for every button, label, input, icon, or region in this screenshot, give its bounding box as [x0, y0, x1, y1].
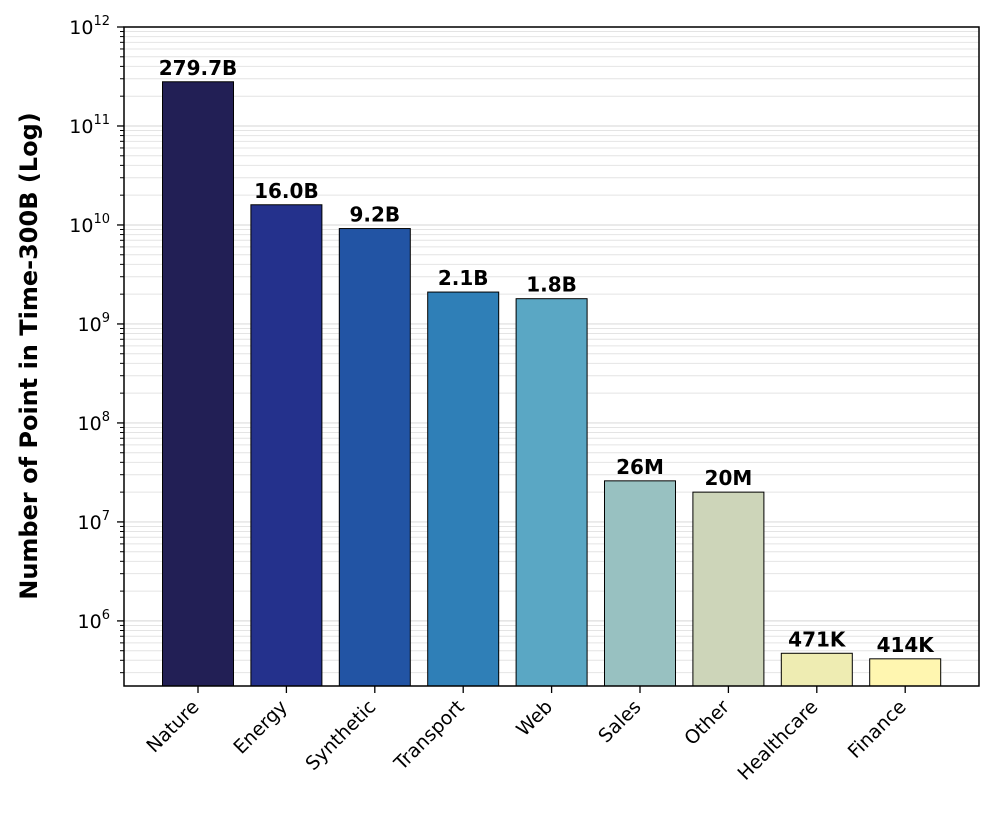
bar-healthcare: [780, 652, 853, 687]
x-tick-label: Synthetic: [301, 696, 380, 775]
bar-value-label: 16.0B: [254, 179, 319, 203]
bar-web: [515, 298, 588, 687]
y-tick-label: 107: [78, 509, 110, 534]
x-tick-label: Transport: [389, 696, 468, 775]
bar-value-label: 9.2B: [349, 203, 400, 227]
bar-energy: [250, 204, 323, 687]
y-axis-ticks: 106 107 108 109 1010 1011 1012: [69, 14, 124, 674]
bar-value-label: 471K: [788, 627, 847, 651]
bar-value-label: 279.7B: [159, 56, 238, 80]
bar-value-label: 414K: [877, 633, 936, 657]
y-axis-title: Number of Point in Time-300B (Log): [15, 112, 43, 600]
x-tick-label: Web: [512, 696, 557, 741]
bar-value-label: 20M: [705, 466, 753, 490]
y-tick-label: 106: [78, 608, 110, 633]
bar-finance: [869, 658, 942, 687]
bars: [162, 81, 942, 687]
x-axis-ticks: Nature Energy Synthetic Transport Web Sales Ot…: [142, 686, 911, 785]
x-tick-label: Finance: [844, 696, 911, 763]
bar-value-label: 2.1B: [438, 266, 489, 290]
y-tick-label: 109: [78, 311, 110, 336]
bar-value-label: 26M: [616, 455, 664, 479]
y-tick-label: 1012: [69, 14, 110, 39]
x-tick-label: Sales: [594, 696, 645, 747]
bar-transport: [427, 291, 500, 687]
bar-value-label: 1.8B: [526, 273, 577, 297]
x-tick-label: Nature: [142, 696, 203, 757]
y-tick-label: 1010: [69, 212, 110, 237]
bar-value-labels: 279.7B 16.0B 9.2B 2.1B 1.8B 26M 20M 471K 414K: [159, 56, 936, 657]
bar-other: [692, 491, 765, 687]
bar-synthetic: [338, 228, 411, 687]
bar-nature: [162, 81, 234, 687]
x-tick-label: Energy: [229, 696, 292, 759]
x-tick-label: Healthcare: [734, 696, 823, 785]
y-tick-label: 1011: [69, 113, 110, 138]
x-tick-label: Other: [680, 696, 734, 750]
bar-sales: [604, 480, 676, 687]
y-tick-label: 108: [78, 410, 110, 435]
